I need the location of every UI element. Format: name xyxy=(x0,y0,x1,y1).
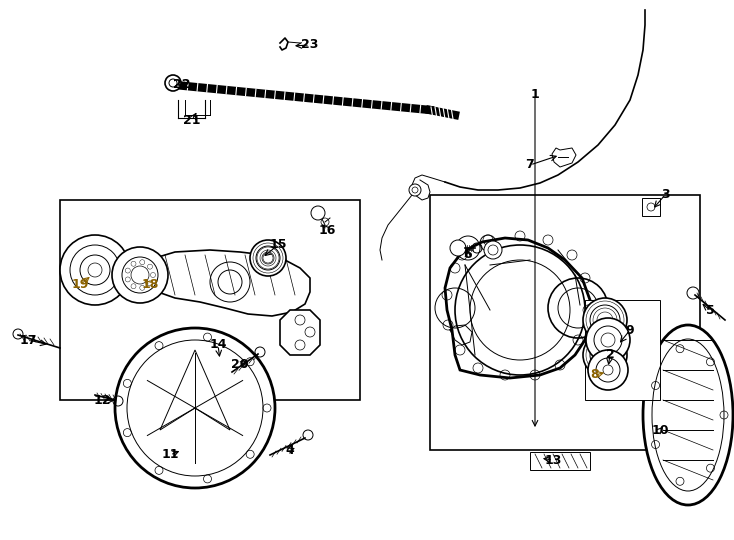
Circle shape xyxy=(131,284,136,289)
Circle shape xyxy=(115,328,275,488)
Bar xyxy=(430,195,700,450)
Polygon shape xyxy=(445,238,590,378)
Circle shape xyxy=(484,241,502,259)
Circle shape xyxy=(450,240,466,256)
Circle shape xyxy=(586,318,630,362)
Text: 6: 6 xyxy=(464,248,472,261)
Circle shape xyxy=(148,281,153,286)
Text: 13: 13 xyxy=(545,454,562,467)
Circle shape xyxy=(139,285,145,291)
Circle shape xyxy=(250,240,286,276)
Text: 19: 19 xyxy=(71,279,89,292)
Circle shape xyxy=(150,273,156,278)
Text: 23: 23 xyxy=(302,38,319,51)
Circle shape xyxy=(311,206,325,220)
Polygon shape xyxy=(280,310,320,355)
Text: 11: 11 xyxy=(161,449,179,462)
Text: 3: 3 xyxy=(661,188,669,201)
Text: 14: 14 xyxy=(209,339,227,352)
Circle shape xyxy=(409,184,421,196)
Text: 18: 18 xyxy=(142,279,159,292)
Circle shape xyxy=(112,247,168,303)
Text: 2: 2 xyxy=(606,348,614,361)
Text: 4: 4 xyxy=(286,443,294,456)
Bar xyxy=(642,198,660,216)
Text: 15: 15 xyxy=(269,239,287,252)
Text: 16: 16 xyxy=(319,224,335,237)
Circle shape xyxy=(126,268,130,273)
Text: 21: 21 xyxy=(184,113,201,126)
Bar xyxy=(585,300,660,400)
Circle shape xyxy=(588,350,628,390)
Circle shape xyxy=(583,333,627,377)
Text: 22: 22 xyxy=(173,78,191,91)
Circle shape xyxy=(148,264,153,269)
Text: 17: 17 xyxy=(19,334,37,347)
Polygon shape xyxy=(552,148,576,167)
Circle shape xyxy=(131,261,136,266)
Circle shape xyxy=(60,235,130,305)
Text: 5: 5 xyxy=(705,303,714,316)
Text: 8: 8 xyxy=(591,368,600,381)
Circle shape xyxy=(583,298,627,342)
Text: 7: 7 xyxy=(526,159,534,172)
Text: 1: 1 xyxy=(531,89,539,102)
Text: 10: 10 xyxy=(651,423,669,436)
Circle shape xyxy=(139,260,145,265)
Bar xyxy=(60,200,360,400)
Ellipse shape xyxy=(643,325,733,505)
Text: 9: 9 xyxy=(625,323,634,336)
Bar xyxy=(530,452,590,470)
Text: 20: 20 xyxy=(231,359,249,372)
Circle shape xyxy=(126,277,130,282)
Circle shape xyxy=(165,75,181,91)
Polygon shape xyxy=(152,250,310,316)
Text: 12: 12 xyxy=(93,394,111,407)
